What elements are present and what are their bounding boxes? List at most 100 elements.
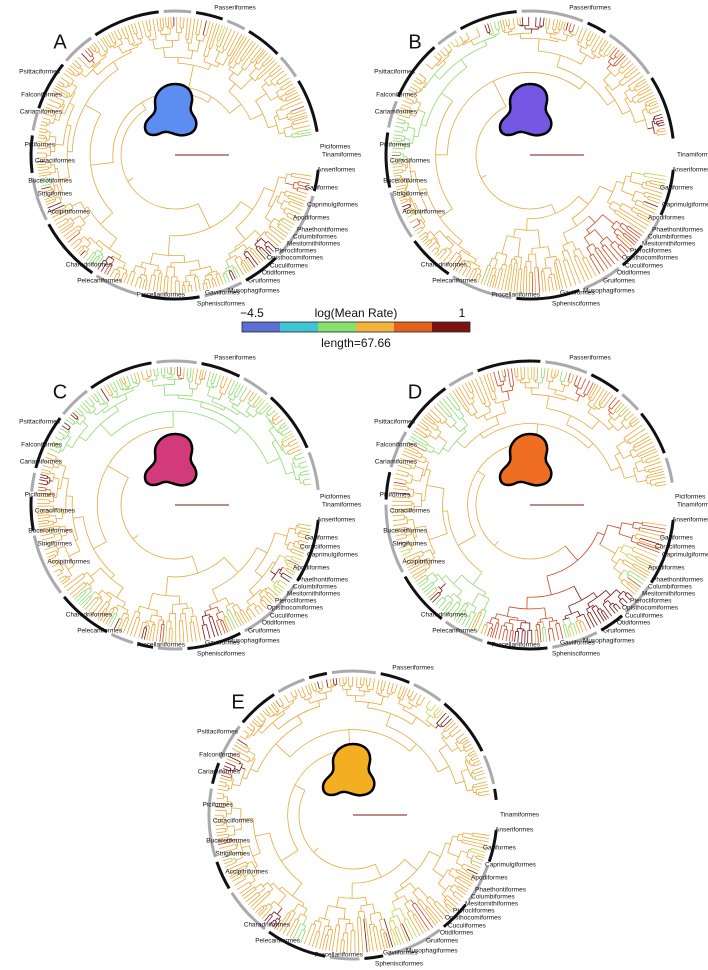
branch (284, 126, 292, 128)
branch (306, 685, 309, 694)
branch (566, 35, 568, 41)
branch (131, 374, 134, 383)
branch (220, 376, 224, 387)
branch (426, 415, 435, 423)
branch (633, 455, 638, 457)
branch (152, 380, 153, 386)
branch (347, 933, 348, 953)
branch (464, 428, 467, 431)
branch (434, 424, 439, 428)
branch (118, 29, 122, 38)
clade-arc (386, 505, 403, 573)
branch (463, 833, 472, 834)
branch (276, 109, 282, 111)
branch (537, 367, 538, 380)
order-label: Otidiformes (262, 620, 296, 627)
branch (249, 590, 254, 595)
order-label: Coraciiformes (655, 544, 696, 551)
branch (427, 573, 433, 577)
branch (128, 25, 134, 43)
branch (223, 377, 227, 387)
branch (643, 182, 646, 183)
branch (46, 489, 51, 490)
branch (456, 781, 465, 784)
order-label: Galliformes (660, 535, 694, 542)
branch (650, 477, 665, 480)
branch (295, 785, 305, 790)
branch (632, 200, 636, 202)
branch (293, 121, 308, 125)
branch (226, 606, 228, 610)
branch (430, 592, 438, 600)
branch (487, 628, 490, 636)
branch (616, 404, 624, 412)
branch (472, 593, 479, 605)
branch (38, 523, 48, 524)
branch (656, 120, 663, 122)
branch (466, 747, 474, 751)
branch (301, 931, 306, 943)
branch (255, 833, 270, 836)
branch (410, 691, 413, 697)
order-label: Columbiformes (293, 584, 337, 591)
branch (454, 885, 458, 888)
branch (392, 501, 412, 502)
branch (189, 382, 190, 388)
branch (255, 571, 262, 577)
branch (563, 261, 571, 287)
branch (405, 859, 417, 870)
branch (424, 584, 434, 592)
branch (633, 535, 636, 536)
order-label: Piciformes (380, 142, 411, 149)
branch (291, 176, 310, 180)
branch (508, 369, 511, 387)
branch (233, 397, 235, 401)
branch (248, 400, 250, 403)
branch (609, 412, 611, 414)
branch (630, 575, 644, 584)
branch (634, 86, 637, 88)
branch (338, 919, 339, 925)
branch (565, 546, 577, 560)
branch (656, 481, 666, 483)
branch (472, 758, 478, 761)
branch (618, 597, 621, 600)
branch (435, 574, 438, 576)
branch (517, 269, 519, 292)
branch (393, 172, 402, 173)
branch (635, 101, 639, 103)
branch (621, 191, 633, 196)
branch (258, 65, 263, 70)
order-label: Charadriiformes (244, 922, 291, 929)
order-label: Pelecaniformes (77, 628, 123, 635)
branch (477, 856, 484, 858)
branch (473, 767, 483, 771)
branch (257, 716, 263, 722)
branch (639, 89, 651, 95)
branch (329, 930, 333, 951)
branch (459, 886, 468, 892)
branch (226, 273, 230, 282)
branch (275, 918, 277, 921)
branch (468, 411, 471, 416)
branch (406, 482, 411, 483)
branch (476, 28, 480, 36)
branch (580, 47, 582, 52)
branch (402, 104, 411, 108)
branch (449, 874, 456, 879)
order-label: Strigiformes (215, 851, 250, 858)
branch (506, 19, 507, 26)
branch (138, 606, 140, 612)
branch (339, 678, 340, 686)
branch (413, 915, 424, 933)
order-label: Phaethontiformes (652, 227, 704, 234)
branch (502, 370, 504, 377)
branch (606, 590, 610, 595)
branch (569, 618, 571, 625)
branch (249, 68, 256, 75)
branch (620, 552, 627, 555)
clade-arc (309, 673, 327, 677)
branch (160, 624, 162, 642)
branch (219, 387, 221, 392)
branch (618, 406, 626, 414)
